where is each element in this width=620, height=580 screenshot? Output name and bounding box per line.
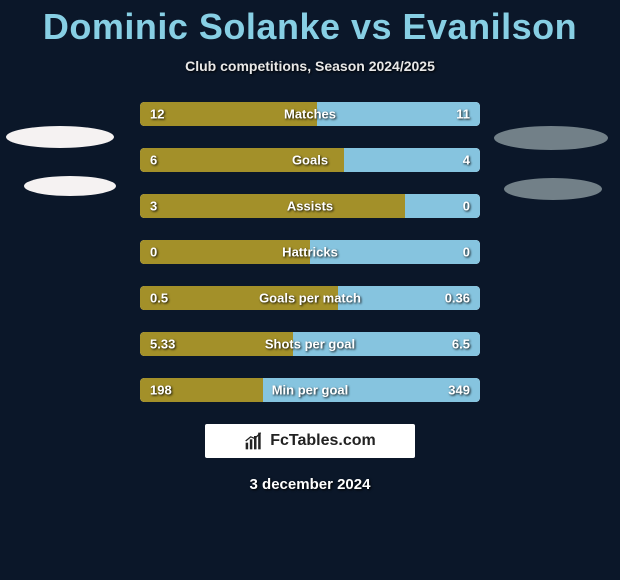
stat-value-left: 198 [150,383,172,398]
stat-value-left: 5.33 [150,337,175,352]
stat-value-left: 0.5 [150,291,168,306]
stat-value-right: 0 [463,245,470,260]
stat-label: Min per goal [272,383,349,398]
stat-row: 0 0 Hattricks [140,240,480,264]
comparison-chart: 12 11 Matches 6 4 Goals 3 0 Assists 0 0 Hattricks 0.… [0,102,620,402]
stat-value-right: 0.36 [445,291,470,306]
stat-value-right: 6.5 [452,337,470,352]
stat-value-left: 0 [150,245,157,260]
stat-value-right: 349 [448,383,470,398]
stat-label: Shots per goal [265,337,355,352]
stat-label: Assists [287,199,333,214]
stat-value-left: 12 [150,107,164,122]
brand-logo: FcTables.com [205,424,415,458]
stat-row: 6 4 Goals [140,148,480,172]
subtitle: Club competitions, Season 2024/2025 [0,58,620,74]
stat-bar-right [344,148,480,172]
stat-row: 3 0 Assists [140,194,480,218]
page-title: Dominic Solanke vs Evanilson [0,0,620,48]
stat-row: 12 11 Matches [140,102,480,126]
chart-icon [244,431,264,451]
stat-value-left: 6 [150,153,157,168]
brand-text: FcTables.com [270,432,376,450]
stat-label: Matches [284,107,336,122]
stat-label: Goals per match [259,291,361,306]
stat-label: Hattricks [282,245,338,260]
stat-bar-left [140,194,405,218]
stat-row: 198 349 Min per goal [140,378,480,402]
stat-label: Goals [292,153,328,168]
stat-value-left: 3 [150,199,157,214]
stat-value-right: 11 [456,107,470,122]
stat-row: 5.33 6.5 Shots per goal [140,332,480,356]
stat-row: 0.5 0.36 Goals per match [140,286,480,310]
stat-value-right: 0 [463,199,470,214]
date-label: 3 december 2024 [0,476,620,493]
stat-value-right: 4 [463,153,470,168]
